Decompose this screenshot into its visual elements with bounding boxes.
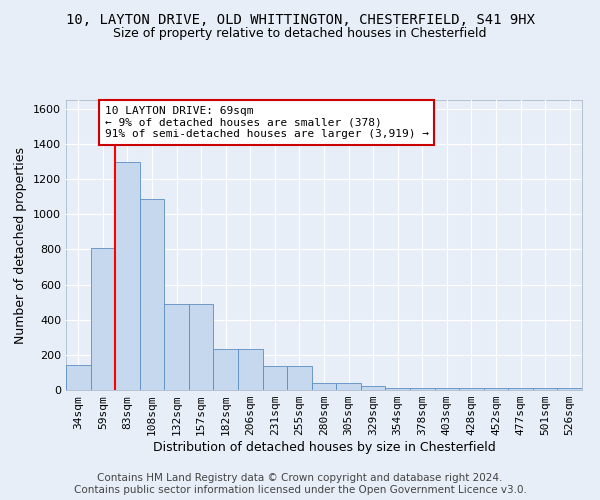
Bar bbox=[484, 388, 508, 390]
Bar bbox=[91, 248, 115, 390]
Text: Size of property relative to detached houses in Chesterfield: Size of property relative to detached ho… bbox=[113, 28, 487, 40]
Bar bbox=[115, 162, 140, 390]
Bar bbox=[533, 388, 557, 390]
Bar bbox=[508, 388, 533, 390]
X-axis label: Distribution of detached houses by size in Chesterfield: Distribution of detached houses by size … bbox=[152, 441, 496, 454]
Text: 10, LAYTON DRIVE, OLD WHITTINGTON, CHESTERFIELD, S41 9HX: 10, LAYTON DRIVE, OLD WHITTINGTON, CHEST… bbox=[65, 12, 535, 26]
Bar bbox=[557, 388, 582, 390]
Bar bbox=[312, 382, 336, 390]
Bar bbox=[263, 366, 287, 390]
Bar bbox=[214, 348, 238, 390]
Bar bbox=[361, 386, 385, 390]
Bar bbox=[434, 388, 459, 390]
Bar bbox=[66, 366, 91, 390]
Bar bbox=[189, 304, 214, 390]
Bar bbox=[459, 388, 484, 390]
Bar bbox=[336, 382, 361, 390]
Text: 10 LAYTON DRIVE: 69sqm
← 9% of detached houses are smaller (378)
91% of semi-det: 10 LAYTON DRIVE: 69sqm ← 9% of detached … bbox=[104, 106, 428, 139]
Bar bbox=[410, 388, 434, 390]
Text: Contains HM Land Registry data © Crown copyright and database right 2024.
Contai: Contains HM Land Registry data © Crown c… bbox=[74, 474, 526, 495]
Bar bbox=[385, 388, 410, 390]
Bar bbox=[287, 366, 312, 390]
Bar bbox=[140, 200, 164, 390]
Y-axis label: Number of detached properties: Number of detached properties bbox=[14, 146, 28, 344]
Bar bbox=[238, 348, 263, 390]
Bar bbox=[164, 304, 189, 390]
